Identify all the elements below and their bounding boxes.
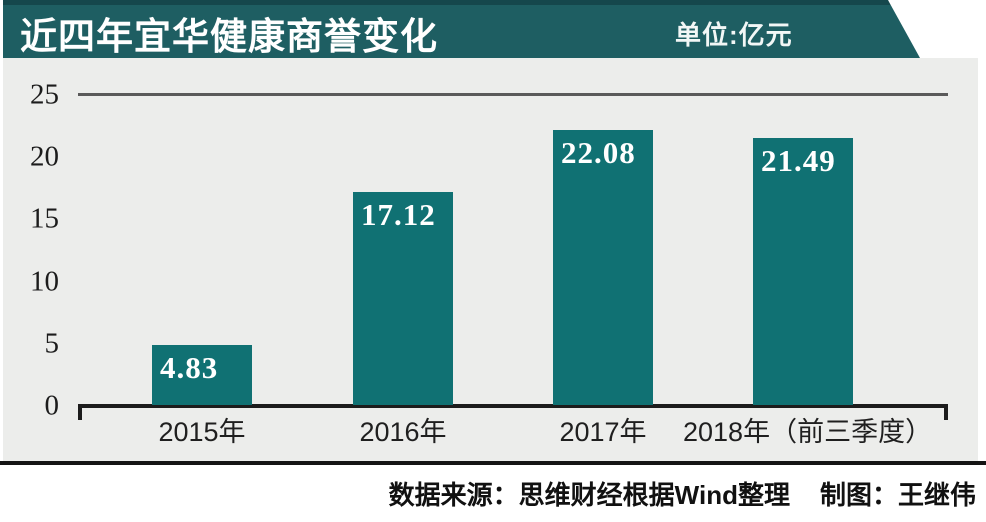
x-axis-label: 2018年（前三季度） [683, 417, 933, 447]
bar-2017年: 22.08 [553, 130, 653, 405]
bar-value-label: 21.49 [761, 143, 836, 178]
gridline-25 [78, 93, 948, 96]
y-axis-tick-label: 10 [30, 265, 59, 298]
bar-value-label: 22.08 [561, 135, 636, 170]
bar-value-label: 17.12 [361, 197, 436, 232]
y-axis-tick-label: 0 [44, 389, 60, 422]
x-axis-left-cap [78, 404, 82, 420]
page-title: 近四年宜华健康商誉变化 [20, 15, 438, 57]
header-banner: 近四年宜华健康商誉变化 单位:亿元 [3, 0, 920, 58]
plot-area: 25 20 15 10 5 0 4.83 2015年 17.12 2016年 22.08 2017年 2… [3, 58, 978, 461]
x-axis-line [78, 404, 948, 408]
bar-2016年: 17.12 [353, 192, 453, 405]
bar-value-label: 4.83 [160, 350, 219, 385]
x-axis-label: 2016年 [359, 417, 447, 447]
x-axis-label: 2017年 [559, 417, 647, 447]
footer-divider [0, 461, 986, 465]
x-axis-right-cap [944, 404, 948, 420]
bar-2018年（前三季度）: 21.49 [753, 138, 853, 405]
y-axis-tick-label: 15 [30, 202, 59, 235]
unit-label: 单位:亿元 [675, 20, 793, 50]
y-axis-tick-label: 25 [30, 78, 59, 111]
y-axis-tick-label: 5 [44, 327, 60, 360]
y-axis-tick-label: 20 [30, 140, 59, 173]
footer: 数据来源：思维财经根据Wind整理 制图：王继伟 [0, 465, 986, 522]
bar-2015年: 4.83 [152, 345, 252, 405]
data-source-text: 数据来源：思维财经根据Wind整理 [388, 480, 790, 510]
chart-credit-text: 制图：王继伟 [819, 480, 976, 510]
x-axis-label: 2015年 [158, 417, 246, 447]
